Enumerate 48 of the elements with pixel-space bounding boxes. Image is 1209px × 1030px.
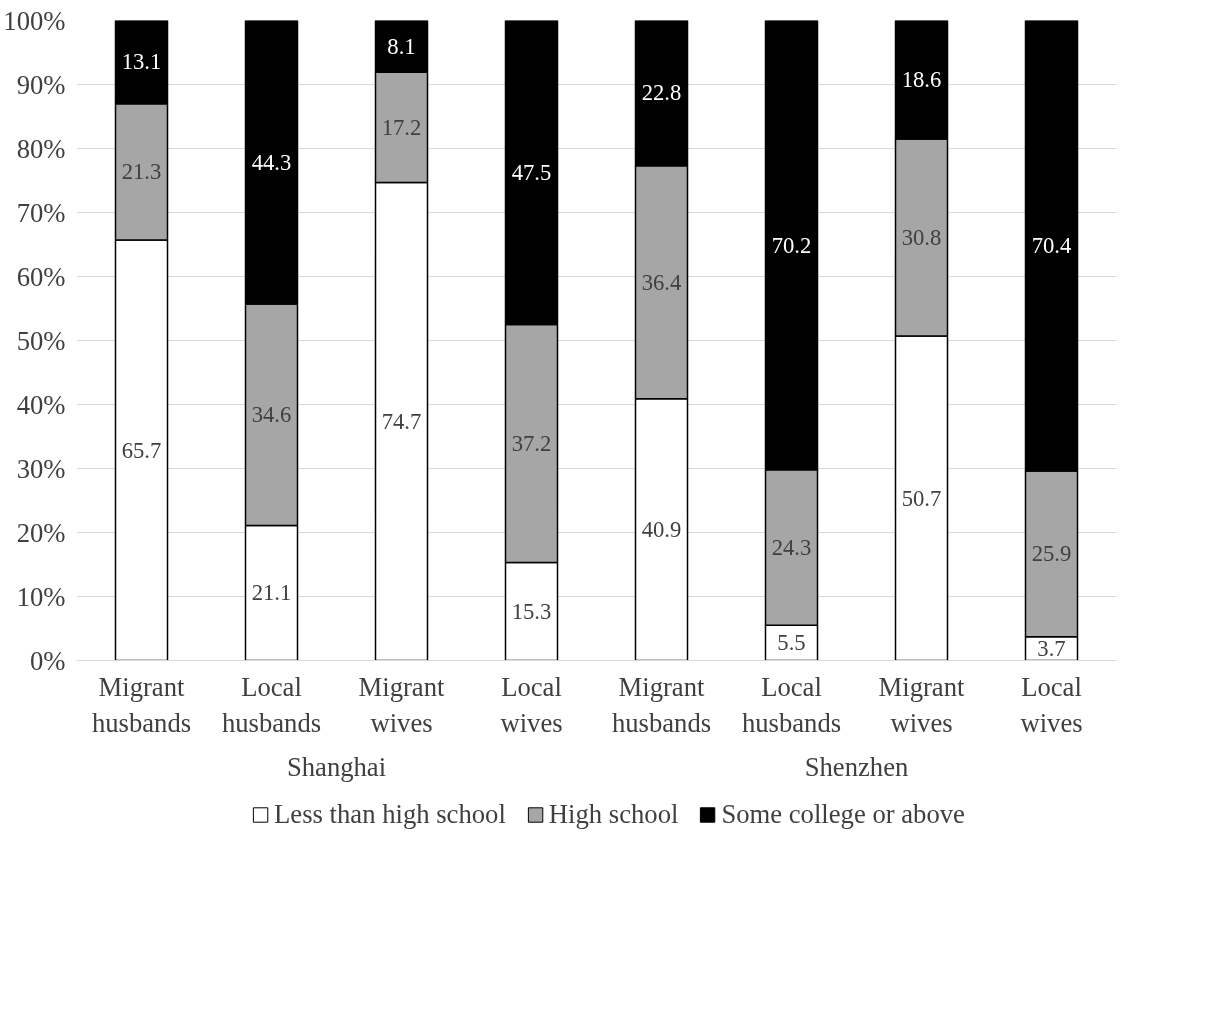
x-tick-label: Migrant wives xyxy=(878,671,966,738)
legend-label: Some college or above xyxy=(721,798,965,830)
data-label: 34.6 xyxy=(251,402,292,428)
data-label: 36.4 xyxy=(641,269,682,295)
data-label: 50.7 xyxy=(901,485,942,511)
data-label: 21.1 xyxy=(251,580,292,606)
data-label: 13.1 xyxy=(121,49,162,75)
data-label: 25.9 xyxy=(1031,541,1072,567)
y-tick-label: 10% xyxy=(16,581,66,612)
data-label: 74.7 xyxy=(381,408,422,434)
x-tick-label: Local husbands xyxy=(221,671,322,738)
y-tick-label: 70% xyxy=(16,197,66,228)
text: Shanghai xyxy=(286,751,387,782)
data-label: 40.9 xyxy=(641,517,682,543)
y-tick-label: 40% xyxy=(16,389,66,420)
data-label: 37.2 xyxy=(511,431,552,457)
y-tick-label: 20% xyxy=(16,517,66,548)
y-tick-label: 0% xyxy=(29,645,66,676)
data-label: 22.8 xyxy=(641,80,682,106)
data-label: 21.3 xyxy=(121,159,162,185)
y-tick-label: 50% xyxy=(16,325,66,356)
y-tick-label: 100% xyxy=(3,5,66,36)
y-tick-label: 80% xyxy=(16,133,66,164)
x-tick-label: Migrant husbands xyxy=(91,671,192,738)
data-label: 3.7 xyxy=(1037,636,1066,662)
y-tick-label: 30% xyxy=(16,453,66,484)
data-label: 47.5 xyxy=(511,160,552,185)
data-label: 5.5 xyxy=(777,630,806,656)
data-label: 65.7 xyxy=(121,437,162,463)
data-label: 18.6 xyxy=(901,66,942,92)
x-tick-label: Local wives xyxy=(500,671,563,738)
legend-label: High school xyxy=(548,798,679,830)
x-tick-label: Local wives xyxy=(1020,671,1083,738)
data-label: 17.2 xyxy=(381,114,422,140)
data-label: 70.4 xyxy=(1031,233,1072,259)
data-label: 15.3 xyxy=(511,599,552,625)
x-tick-label: Local husbands xyxy=(741,671,842,738)
data-label: 70.2 xyxy=(771,232,812,258)
data-label: 24.3 xyxy=(771,535,812,561)
y-tick-label: 60% xyxy=(16,261,66,292)
data-label: 30.8 xyxy=(901,224,942,250)
y-tick-label: 90% xyxy=(16,69,66,100)
data-label: 44.3 xyxy=(251,149,292,175)
text: Shenzhen xyxy=(804,751,909,782)
x-tick-label: Migrant husbands xyxy=(611,671,712,738)
x-tick-label: Migrant wives xyxy=(358,671,446,738)
legend-label: Less than high school xyxy=(274,798,506,830)
data-label: 8.1 xyxy=(387,33,416,59)
